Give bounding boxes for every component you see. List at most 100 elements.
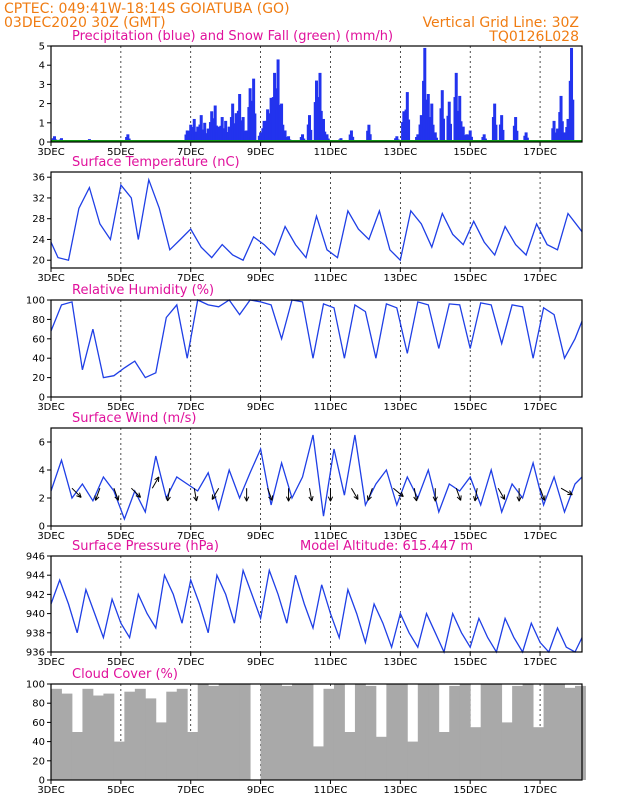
cloud-bar — [302, 684, 314, 780]
x-tick-label: 11DEC — [314, 402, 348, 413]
precip-bar — [559, 95, 563, 142]
wind-arrow-shaft — [474, 488, 478, 502]
wind-arrow-head — [473, 496, 476, 502]
cloud-bar — [375, 736, 387, 780]
precip-bar — [189, 124, 193, 142]
precip-bar — [512, 125, 515, 142]
y-tick-label: 40 — [32, 737, 45, 748]
precip-bar — [453, 97, 456, 142]
y-tick-label: 20 — [32, 373, 45, 384]
x-tick-label: 9DEC — [247, 657, 274, 668]
x-tick-label: 17DEC — [523, 531, 557, 542]
wind-arrow-head — [285, 496, 290, 502]
cloud-bar — [564, 687, 576, 780]
precip-bar — [415, 137, 418, 142]
panel-title-wind: Surface Wind (m/s) — [72, 411, 196, 426]
precip-bar — [551, 128, 554, 142]
panel-pressure: Surface Pressure (hPa) Model Altitude: 61… — [26, 539, 583, 668]
precip-bar — [502, 129, 505, 142]
panel-frame — [50, 555, 583, 653]
precip-bar — [526, 137, 529, 142]
precip-bar — [458, 95, 462, 142]
cloud-bar — [271, 684, 282, 780]
x-tick-label: 11DEC — [314, 273, 348, 284]
precip-bar — [460, 132, 463, 142]
y-tick-label: 32 — [32, 193, 45, 204]
wind-arrow-shaft — [413, 488, 418, 502]
x-tick-label: 7DEC — [177, 402, 204, 413]
wind-arrow — [308, 488, 314, 502]
precip-bar — [401, 122, 404, 142]
precip-bar — [565, 127, 568, 142]
x-tick-label: 15DEC — [453, 402, 487, 413]
wind-arrow-shaft — [151, 476, 160, 489]
precip-bar — [299, 137, 302, 142]
temperature-series-line — [50, 177, 583, 262]
wind-arrow — [351, 487, 359, 500]
wind-arrow-head — [193, 496, 197, 502]
precip-bar — [199, 115, 203, 142]
panel-cloud: Cloud Cover (%) 0 20 40 60 80 100 3DEC 5DEC 7DEC 9… — [26, 667, 586, 796]
panels: Precipitation (blue) and Snow Fall (gree… — [26, 29, 586, 796]
wind-arrow-head — [76, 495, 82, 498]
precip-bar — [443, 118, 446, 142]
cloud-bar — [155, 722, 167, 780]
precip-bar — [440, 90, 444, 142]
wind-arrow-shaft — [393, 487, 404, 497]
precip-bar — [126, 134, 130, 142]
precip-bar — [185, 130, 189, 142]
precip-bar — [454, 72, 458, 142]
wind-arrow-shaft — [560, 487, 573, 496]
x-tick-label: 9DEC — [247, 273, 274, 284]
cloud-bar — [522, 684, 534, 780]
wind-arrow-head — [196, 496, 199, 502]
cloud-bar — [208, 685, 220, 780]
y-tick-label: 24 — [32, 235, 45, 246]
precip-bar — [184, 134, 187, 142]
precip-bar — [283, 130, 287, 142]
wind-arrow — [151, 476, 160, 489]
cloud-bar — [543, 684, 555, 780]
wind-arrow — [455, 488, 462, 501]
panel-frame — [50, 427, 583, 527]
wind-arrow-head — [544, 495, 546, 501]
wind-arrow-head — [311, 496, 314, 502]
panel-title-humidity: Relative Humidity (%) — [72, 283, 214, 298]
cloud-bar — [575, 685, 586, 780]
y-tick-label: 0 — [39, 393, 45, 404]
precip-bar — [481, 137, 484, 142]
x-tick-label: 17DEC — [523, 402, 557, 413]
cloud-bar — [103, 693, 115, 780]
precip-bar — [366, 130, 369, 142]
panel-humidity: Relative Humidity (%) 0 20 40 60 80 100 3DEC 5DE… — [26, 283, 583, 413]
cloud-bar — [82, 688, 94, 780]
wind-arrow-head — [540, 496, 545, 501]
precip-bar — [194, 132, 197, 142]
precip-bar — [282, 134, 285, 142]
precip-bar — [523, 135, 526, 142]
x-tick-label: 13DEC — [383, 402, 417, 413]
precip-bar — [429, 117, 432, 142]
wind-arrow-head — [114, 496, 119, 501]
precip-bar — [310, 129, 313, 142]
wind-arrow-head — [308, 496, 313, 502]
precip-bar — [191, 127, 194, 142]
panel-frame — [50, 683, 583, 781]
precip-bar — [212, 118, 215, 142]
cloud-bar — [512, 685, 524, 780]
wind-arrow-head — [474, 496, 479, 502]
wind-arrow — [560, 487, 573, 496]
y-tick-label: 940 — [26, 609, 45, 620]
precip-bar — [276, 59, 280, 142]
wind-arrow-head — [434, 496, 438, 502]
wind-arrow-head — [271, 495, 274, 501]
panel-precip: Precipitation (blue) and Snow Fall (gree… — [37, 29, 583, 158]
x-tick-label: 15DEC — [453, 273, 487, 284]
cloud-bar — [239, 684, 251, 780]
wind-arrow-head — [353, 496, 359, 500]
x-tick-label: 15DEC — [453, 147, 487, 158]
wind-arrow — [130, 487, 142, 498]
x-tick-label: 9DEC — [247, 147, 274, 158]
x-tick-label: 3DEC — [37, 531, 64, 542]
